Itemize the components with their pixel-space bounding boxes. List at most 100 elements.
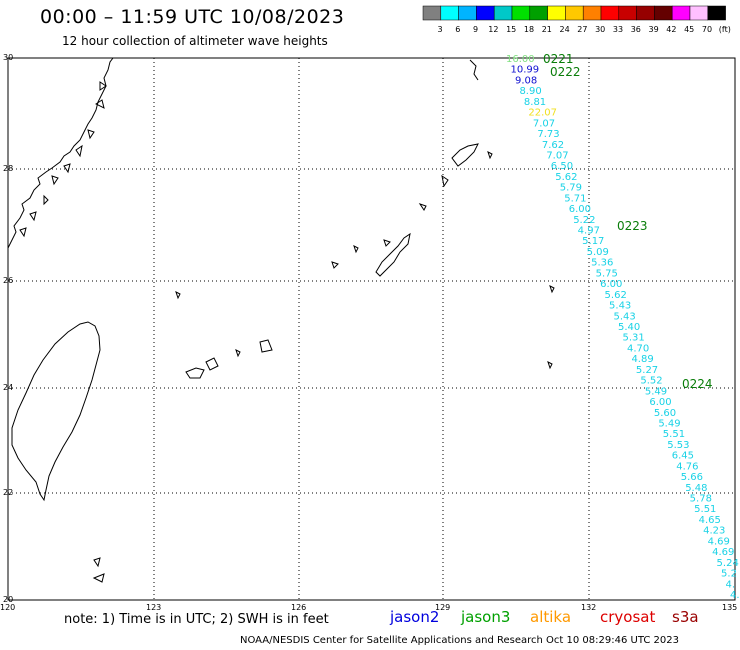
longitude-label: 120 <box>0 603 16 612</box>
wave-height-value: 6.50 <box>551 161 573 172</box>
color-scale-label: 39 <box>649 25 659 34</box>
wave-height-value: 4.70 <box>627 343 649 354</box>
batanes-island <box>92 573 105 583</box>
coastline <box>7 57 555 583</box>
amami-island <box>451 143 479 167</box>
longitude-label: 126 <box>291 603 307 612</box>
color-scale-label: 45 <box>684 25 694 34</box>
wave-height-value: 5.49 <box>658 418 680 429</box>
wave-height-value: 5.27 <box>636 365 658 376</box>
color-scale-label: 9 <box>473 25 478 34</box>
color-scale-label: 24 <box>560 25 570 34</box>
wave-height-value: 6.00 <box>649 397 671 408</box>
wave-height-value: 5.2 <box>721 569 737 580</box>
small-island <box>487 151 493 160</box>
wave-height-value: 4.69 <box>708 536 730 547</box>
wave-height-value: 5.60 <box>654 408 676 419</box>
color-scale-label: 70 <box>702 25 712 34</box>
wave-height-value: 22.07 <box>528 108 557 119</box>
wave-height-value: 7.62 <box>542 140 564 151</box>
wave-height-value: 7.73 <box>537 129 559 140</box>
time-label: 0221 <box>543 52 574 66</box>
wave-height-value: 5.43 <box>609 301 631 312</box>
latitude-label: 28 <box>3 164 14 173</box>
longitude-label: 132 <box>581 603 597 612</box>
color-scale-label: (ft) <box>719 25 731 34</box>
wave-height-value: 5.62 <box>605 290 627 301</box>
wave-height-value: 5.78 <box>690 494 712 505</box>
color-scale-label: 3 <box>437 25 442 34</box>
altimeter-track: 16.0010.999.088.908.8122.077.077.737.627… <box>506 52 740 601</box>
time-label: 0224 <box>682 377 713 391</box>
island <box>235 349 241 358</box>
wave-height-value: 6.00 <box>569 204 591 215</box>
wave-height-value: 8.90 <box>519 86 541 97</box>
latitude-label: 26 <box>3 276 14 285</box>
wave-height-value: 5.71 <box>564 193 586 204</box>
satellite-name-s3a: s3a <box>672 608 699 626</box>
wave-height-value: 4. <box>726 579 736 590</box>
okinawa-island <box>375 232 411 277</box>
wave-height-value: 5.79 <box>560 183 582 194</box>
wave-height-value: 5.24 <box>717 558 739 569</box>
wave-height-value: 6.45 <box>672 451 694 462</box>
batanes-island <box>93 557 101 568</box>
satellite-name-jason3: jason3 <box>461 608 511 626</box>
wave-height-value: 5.66 <box>681 472 703 483</box>
wave-height-value: 16.00 <box>506 54 535 65</box>
island <box>383 239 391 247</box>
wave-height-value: 4.23 <box>703 526 725 537</box>
wave-height-value: 5.31 <box>622 333 644 344</box>
wave-height-value: 4. <box>730 590 740 601</box>
color-scale-label: 36 <box>631 25 641 34</box>
longitude-label: 135 <box>722 603 738 612</box>
footer-note: note: 1) Time is in UTC; 2) SWH is in fe… <box>64 612 329 627</box>
wave-height-value: 9.08 <box>515 75 537 86</box>
iriomote-island <box>205 357 219 371</box>
china-islands <box>19 81 107 238</box>
color-scale-label: 27 <box>577 25 587 34</box>
color-swatch <box>707 5 726 21</box>
latitude-label: 24 <box>3 383 14 392</box>
island <box>353 245 359 254</box>
color-scale-label: 42 <box>666 25 676 34</box>
page-subtitle: 12 hour collection of altimeter wave hei… <box>62 34 328 48</box>
wave-height-value: 4.65 <box>699 515 721 526</box>
miyako-island <box>259 339 273 353</box>
satellite-name-altika: altika <box>530 608 572 626</box>
color-scale-label: 21 <box>542 25 552 34</box>
latitude-label: 30 <box>3 53 14 62</box>
time-label: 0222 <box>550 65 581 79</box>
wave-height-value: 4.89 <box>631 354 653 365</box>
wave-height-value: 7.07 <box>533 118 555 129</box>
wave-height-value: 5.52 <box>640 376 662 387</box>
wave-height-value: 5.75 <box>596 268 618 279</box>
longitude-label: 129 <box>435 603 451 612</box>
time-label: 0223 <box>617 219 648 233</box>
longitude-label: 123 <box>146 603 162 612</box>
wave-height-value: 8.81 <box>524 97 546 108</box>
footer-credit: NOAA/NESDIS Center for Satellite Applica… <box>240 635 679 646</box>
taiwan-coastline <box>11 321 101 502</box>
wave-height-value: 5.51 <box>663 429 685 440</box>
wave-height-value: 5.51 <box>694 504 716 515</box>
color-scale-label: 33 <box>613 25 623 34</box>
wave-height-value: 5.40 <box>618 322 640 333</box>
wave-height-map: 16.0010.999.088.908.8122.077.077.737.627… <box>7 52 740 601</box>
map-border <box>7 57 736 601</box>
color-scale-label: 12 <box>488 25 498 34</box>
wave-height-value: 4.69 <box>712 547 734 558</box>
island <box>547 361 553 370</box>
wave-height-value: 4.97 <box>578 226 600 237</box>
wave-height-value: 5.36 <box>591 258 613 269</box>
color-scale-label: 6 <box>455 25 460 34</box>
island <box>418 203 427 211</box>
color-scale-label: 30 <box>595 25 605 34</box>
tokunoshima-island <box>441 174 449 188</box>
latitude-label: 22 <box>3 488 14 497</box>
wave-height-value: 6.00 <box>600 279 622 290</box>
color-scale-legend: 3 6 9 12 15 18 21 24 27 30 33 36 39 42 45 70 (ft) <box>422 5 731 34</box>
wave-height-value: 7.07 <box>546 150 568 161</box>
daito-island <box>549 285 555 294</box>
color-scale-label: 18 <box>524 25 534 34</box>
